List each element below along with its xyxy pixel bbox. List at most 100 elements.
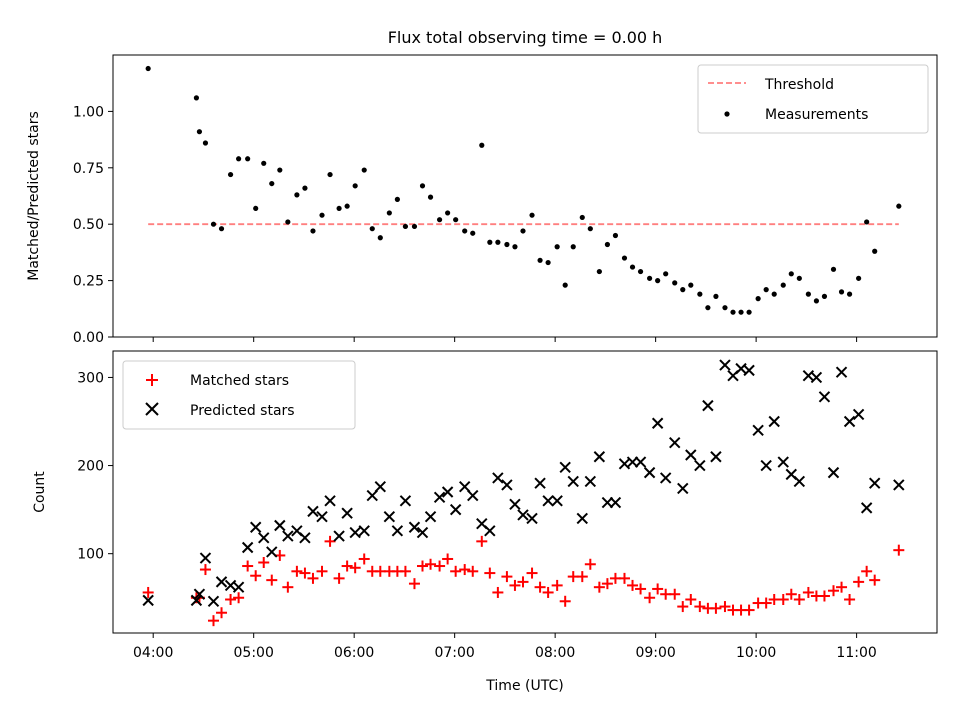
measurement-point xyxy=(637,268,644,275)
measurement-point xyxy=(596,268,602,275)
x-tick-label: 06:00 xyxy=(334,645,374,661)
predicted-star-point xyxy=(399,495,412,507)
predicted-star-point xyxy=(551,495,563,507)
predicted-star-point xyxy=(576,512,588,525)
measurement-point xyxy=(302,185,308,191)
matched-star-point xyxy=(233,592,245,604)
measurement-point xyxy=(856,275,862,281)
matched-star-point xyxy=(207,615,219,627)
measurement-point xyxy=(655,278,661,284)
measurement-point xyxy=(813,298,820,304)
predicted-star-point xyxy=(777,456,789,468)
bottom-y-tick-label: 100 xyxy=(77,547,104,563)
matched-star-point xyxy=(450,565,462,577)
matched-star-point xyxy=(526,567,538,579)
threshold-legend-label: Threshold xyxy=(764,77,834,93)
bottom-y-axis-label: Count xyxy=(32,471,48,513)
matched-star-point xyxy=(242,560,254,572)
matched-star-point xyxy=(669,588,681,600)
predicted-star-point xyxy=(669,436,681,449)
measurement-point xyxy=(236,156,242,162)
bottom-x-axis: 04:00 05:00 06:00 07:00 08:00 09:00 10:00 11:00 xyxy=(133,633,877,661)
predicted-star-point xyxy=(349,526,361,539)
predicted-star-point xyxy=(694,459,706,472)
matched-star-point xyxy=(333,572,345,584)
top-y-tick-label: 0.25 xyxy=(73,274,104,290)
matched-star-point xyxy=(250,570,262,582)
matched-star-point xyxy=(299,567,311,579)
measurement-point xyxy=(864,219,870,225)
matched-star-point xyxy=(341,560,353,572)
matched-star-point xyxy=(225,594,237,606)
matched-star-point xyxy=(425,558,437,570)
measurement-point xyxy=(479,142,485,148)
x-axis-label: Time (UTC) xyxy=(485,678,563,694)
bottom-y-tick-label: 200 xyxy=(77,459,104,475)
predicted-star-point xyxy=(441,486,454,498)
matched-star-point xyxy=(627,579,639,591)
x-tick-label: 07:00 xyxy=(434,645,474,661)
predicted-star-point xyxy=(542,495,554,507)
predicted-star-point xyxy=(852,408,865,421)
predicted-star-point xyxy=(249,521,262,533)
matched-star-point xyxy=(802,586,814,598)
measurement-point xyxy=(310,228,316,234)
measurement-point xyxy=(210,221,217,227)
measurements-legend-marker xyxy=(724,111,730,117)
matched-star-point xyxy=(542,586,554,598)
predicted-star-point xyxy=(341,507,353,519)
matched-star-point xyxy=(199,564,211,576)
measurement-point xyxy=(436,217,443,223)
bottom-legend: Matched stars Predicted stars xyxy=(122,360,356,430)
predicted-star-point xyxy=(752,424,764,437)
matched-star-point xyxy=(216,607,228,619)
matched-star-point xyxy=(442,553,454,565)
measurement-point xyxy=(495,239,501,245)
measurement-point xyxy=(319,212,325,218)
matched-star-point xyxy=(142,586,154,598)
predicted-star-point xyxy=(567,475,579,488)
measurement-point xyxy=(529,212,535,218)
matched-star-point xyxy=(827,585,839,597)
measurement-point xyxy=(193,95,200,101)
predicted-stars-legend-marker xyxy=(145,402,159,416)
predicted-star-point xyxy=(793,475,806,488)
predicted-star-point xyxy=(142,594,154,607)
measurement-point xyxy=(394,196,400,202)
predicted-star-point xyxy=(449,503,462,516)
predicted-star-point xyxy=(193,588,206,600)
matched-star-point xyxy=(509,579,521,591)
measurement-point xyxy=(294,192,300,198)
predicted-star-point xyxy=(408,521,421,533)
measurement-point xyxy=(663,271,669,277)
measurement-point xyxy=(520,228,526,234)
x-tick-label: 10:00 xyxy=(736,645,776,661)
predicted-star-point xyxy=(307,505,319,518)
measurement-point xyxy=(277,167,283,173)
matched-stars-legend-label: Matched stars xyxy=(190,373,289,389)
measurement-point xyxy=(245,156,251,162)
matched-star-point xyxy=(743,604,755,616)
measurement-point xyxy=(336,205,342,212)
measurement-point xyxy=(713,293,719,299)
x-tick-label: 11:00 xyxy=(836,645,876,661)
matched-star-point xyxy=(417,560,429,572)
measurement-point xyxy=(796,275,802,281)
measurement-point xyxy=(487,239,493,245)
measurement-point xyxy=(730,309,736,315)
predicted-star-point xyxy=(685,449,697,461)
matched-star-point xyxy=(710,602,722,614)
matched-star-point xyxy=(635,583,647,595)
predicted-star-point xyxy=(266,546,278,558)
measurement-point xyxy=(763,287,769,293)
measurements-legend-label: Measurements xyxy=(765,107,868,123)
predicted-star-point xyxy=(316,510,328,523)
top-y-tick-label: 0.50 xyxy=(73,217,104,233)
measurement-point xyxy=(688,282,694,288)
predicted-star-point xyxy=(534,477,546,489)
matched-star-point xyxy=(644,592,656,604)
matched-star-point xyxy=(893,544,905,556)
top-y-axis-label: Matched/Predicted stars xyxy=(26,111,42,281)
matched-star-point xyxy=(777,594,789,606)
matched-star-point xyxy=(576,571,588,583)
